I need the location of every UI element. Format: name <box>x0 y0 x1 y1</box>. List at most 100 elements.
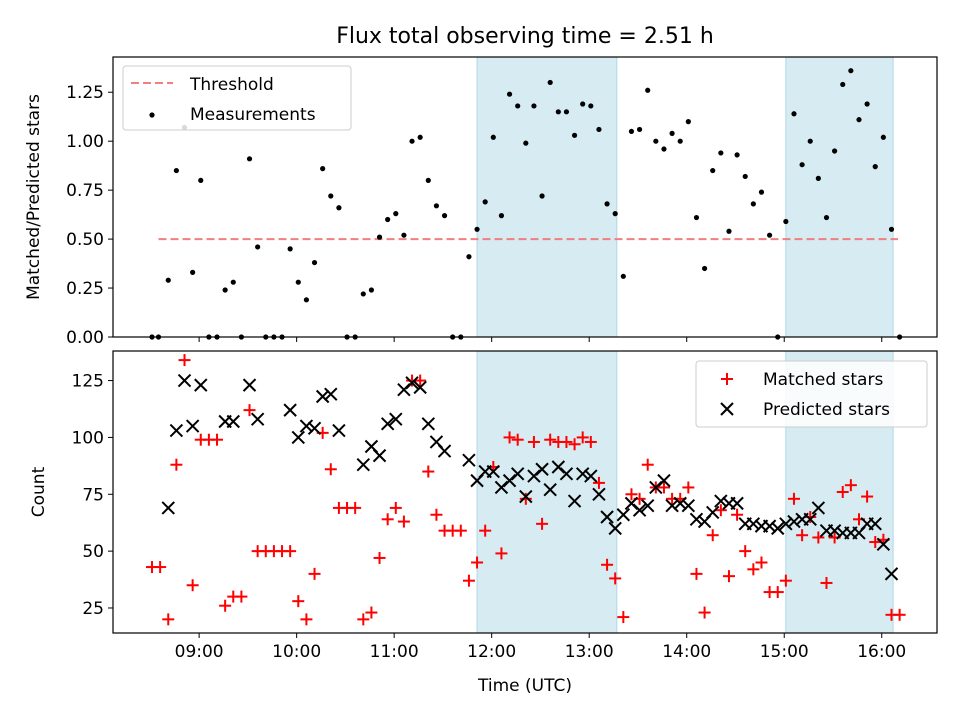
matched-star-point <box>527 435 540 448</box>
matched-star-point <box>804 511 817 524</box>
predicted-star-point <box>226 414 240 429</box>
matched-star-point <box>178 354 191 367</box>
measurement-point <box>669 130 675 136</box>
measurement-point <box>628 128 635 135</box>
predicted-star-point <box>803 512 817 526</box>
matched-star-point <box>592 476 605 489</box>
matched-star-point <box>544 433 557 446</box>
matched-star-point <box>820 576 833 589</box>
predicted-star-point <box>307 421 322 436</box>
measurement-point <box>303 297 310 303</box>
top-y-axis-label: Matched/Predicted stars <box>24 94 44 300</box>
predicted-star-point <box>584 469 598 483</box>
matched-star-point <box>389 501 402 514</box>
matched-star-point <box>495 547 508 560</box>
matched-star-point <box>869 536 882 549</box>
matched-star-point <box>641 458 654 471</box>
predicted-star-point <box>185 419 200 433</box>
matched-star-point <box>812 531 825 544</box>
measurement-point <box>791 111 797 117</box>
matched-star-point <box>284 545 297 558</box>
measurement-point <box>750 201 756 207</box>
measurement-point <box>563 109 570 115</box>
predicted-star-point <box>177 373 192 388</box>
matched-star-point <box>796 529 809 542</box>
matched-star-point <box>373 551 386 564</box>
predicted-star-point <box>161 501 175 515</box>
measurement-point <box>222 287 228 293</box>
measurement-point <box>360 291 366 297</box>
matched-star-point <box>365 606 378 619</box>
measurement-point <box>490 134 496 140</box>
measurement-point <box>840 81 846 88</box>
matched-star-point <box>560 435 573 448</box>
top-legend-box <box>122 65 352 131</box>
predicted-star-point <box>681 498 696 513</box>
measurement-point <box>515 103 521 109</box>
predicted-star-point <box>640 498 655 513</box>
matched-star-point <box>722 570 735 583</box>
measurement-point <box>799 162 805 168</box>
measurement-point <box>758 189 765 195</box>
measurement-point <box>693 214 700 221</box>
measurement-point <box>653 138 659 144</box>
bottom-x-tick-label: 13:00 <box>565 642 614 662</box>
measurement-point <box>864 101 870 107</box>
predicted-star-points <box>161 373 899 581</box>
matched-star-point <box>601 558 614 571</box>
bottom-x-tick-label: 16:00 <box>857 642 906 662</box>
matched-star-point <box>844 479 857 492</box>
predicted-star-point <box>827 523 842 538</box>
predicted-star-point <box>332 423 346 438</box>
matched-star-point <box>787 492 800 505</box>
predicted-star-point <box>519 489 533 504</box>
measurement-point <box>539 193 545 199</box>
measurement-point <box>596 126 602 133</box>
measurement-points <box>149 68 903 340</box>
measurement-point <box>165 277 171 283</box>
matched-star-point <box>511 433 524 446</box>
predicted-star-point <box>315 389 330 404</box>
measurement-point <box>807 138 813 144</box>
matched-star-point <box>568 438 581 451</box>
matched-star-point <box>779 574 792 587</box>
predicted-star-point <box>543 483 557 497</box>
predicted-star-point <box>762 519 777 533</box>
matched-star-point <box>430 508 443 521</box>
measurement-point <box>718 150 724 156</box>
matched-star-point <box>219 599 232 612</box>
threshold-legend-label: Threshold <box>189 75 274 95</box>
bottom-axes-frame <box>112 350 938 634</box>
matched-star-point <box>349 501 362 514</box>
measurement-point <box>393 211 399 217</box>
predicted-star-point <box>600 510 614 524</box>
matched-star-point <box>657 481 670 494</box>
measurement-point <box>498 213 505 219</box>
predicted-star-point <box>575 467 590 481</box>
measurement-point <box>580 101 586 107</box>
predicted-star-point <box>389 412 403 426</box>
matched-star-point <box>690 567 703 580</box>
measurement-point <box>766 232 773 238</box>
matched-star-point <box>235 590 248 603</box>
top-y-axis-ticks: 0.00 0.25 0.50 0.75 1.00 1.25 <box>66 83 113 348</box>
measurement-point <box>417 134 423 140</box>
matched-star-point <box>519 492 532 505</box>
predicted-star-point <box>665 498 679 513</box>
predicted-star-point <box>194 378 208 392</box>
predicted-star-point <box>868 517 882 531</box>
predicted-star-point <box>746 517 761 531</box>
measurement-point <box>230 279 236 285</box>
measurement-point <box>612 211 618 217</box>
measurement-point <box>482 199 488 205</box>
predicted-star-point <box>413 380 427 395</box>
measurement-point <box>783 218 789 225</box>
matched-star-point <box>422 465 435 478</box>
top-x-axis-ticks <box>198 337 883 342</box>
matched-star-point <box>479 524 492 537</box>
predicted-legend-label: Predicted stars <box>763 400 890 420</box>
measurement-point <box>328 193 334 199</box>
measurement-point <box>880 134 886 140</box>
matched-star-point <box>771 586 784 599</box>
predicted-star-point <box>567 494 582 508</box>
